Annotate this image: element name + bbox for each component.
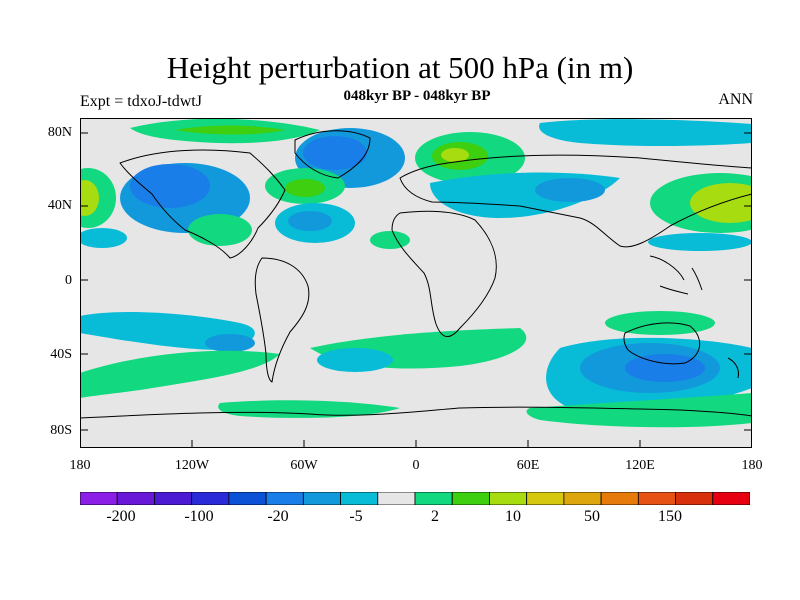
colorbar-label-m200: -200 <box>106 508 136 525</box>
coast-maritime-continent <box>649 255 703 295</box>
contour-wpac-low <box>648 233 752 251</box>
contour-so-band <box>526 393 752 428</box>
contour-subtrop-2 <box>370 231 410 249</box>
colorbar-box <box>563 492 602 505</box>
contour-na-inner <box>130 164 210 208</box>
contour-atlantic-core <box>285 179 325 197</box>
colorbar-label-m20: -20 <box>267 508 289 525</box>
coast-africa <box>391 210 497 337</box>
contour-sh-pac-core <box>205 334 255 352</box>
lon-label-60e: 60E <box>516 458 540 473</box>
contour-arctic-core <box>175 125 285 135</box>
colorbar <box>80 492 750 505</box>
colorbar-box <box>712 492 750 505</box>
colorbar-box <box>116 492 155 505</box>
lat-label-40n: 40N <box>47 198 72 213</box>
coast-south-america <box>254 257 310 383</box>
map-panel <box>80 118 752 448</box>
colorbar-box <box>191 492 230 505</box>
colorbar-box <box>377 492 416 505</box>
contour-europe-core <box>441 148 469 162</box>
season-label: ANN <box>718 91 753 108</box>
contour-eurasia-core <box>535 178 605 202</box>
lat-label-80s: 80S <box>50 423 72 438</box>
colorbar-label-150: 150 <box>658 508 682 525</box>
contour-epac-low <box>80 228 127 248</box>
ticks <box>80 132 752 448</box>
colorbar-label-m5: -5 <box>349 508 363 525</box>
colorbar-box <box>526 492 565 505</box>
colorbar-label-10: 10 <box>505 508 521 525</box>
experiment-label: Expt = tdxoJ-tdwtJ <box>80 93 202 110</box>
map-subtitle: 048kyr BP - 048kyr BP <box>343 88 491 104</box>
colorbar-label-m100: -100 <box>184 508 214 525</box>
lon-label-0: 0 <box>412 458 420 473</box>
lon-label-120e: 120E <box>625 458 655 473</box>
coast-australia <box>623 322 700 365</box>
colorbar-box <box>414 492 453 505</box>
colorbar-box <box>265 492 304 505</box>
colorbar-label-2: 2 <box>431 508 439 525</box>
map-title: Height perturbation at 500 hPa (in m) <box>166 50 634 85</box>
contour-sh-band-1 <box>80 350 280 398</box>
lon-label-180e: 180 <box>741 458 763 473</box>
contour-so-band-2 <box>218 400 400 418</box>
coast-antarctica <box>80 406 752 419</box>
contour-npac-wrap-core <box>80 180 99 216</box>
lat-label-80n: 80N <box>47 125 72 140</box>
coastlines <box>80 130 752 419</box>
contour-subtrop-1 <box>188 214 252 246</box>
colorbar-box <box>489 492 528 505</box>
contour-sio-core <box>625 354 705 382</box>
coast-greenland <box>294 130 371 179</box>
lon-label-60w: 60W <box>290 458 318 473</box>
contour-sa-low <box>317 348 393 372</box>
lat-label-eq: 0 <box>65 273 72 288</box>
contour-high-arctic <box>539 119 752 147</box>
coast-north-america <box>119 149 286 259</box>
colorbar-box <box>451 492 490 505</box>
height-perturbation-map <box>80 118 752 448</box>
coast-eurasia <box>399 154 752 248</box>
colorbar-label-50: 50 <box>584 508 600 525</box>
contour-field <box>80 118 752 428</box>
contour-greenland-inner <box>303 136 367 170</box>
lon-label-120w: 120W <box>174 458 210 473</box>
colorbar-box <box>675 492 714 505</box>
colorbar-box <box>302 492 341 505</box>
colorbar-box <box>340 492 379 505</box>
colorbar-box <box>637 492 676 505</box>
colorbar-box <box>228 492 267 505</box>
colorbar-box <box>80 492 118 505</box>
lon-label-180w: 180 <box>69 458 91 473</box>
colorbar-box <box>600 492 639 505</box>
contour-watl-core <box>288 211 332 231</box>
coast-new-zealand <box>727 357 739 379</box>
colorbar-box <box>154 492 193 505</box>
lat-label-40s: 40S <box>50 347 72 362</box>
